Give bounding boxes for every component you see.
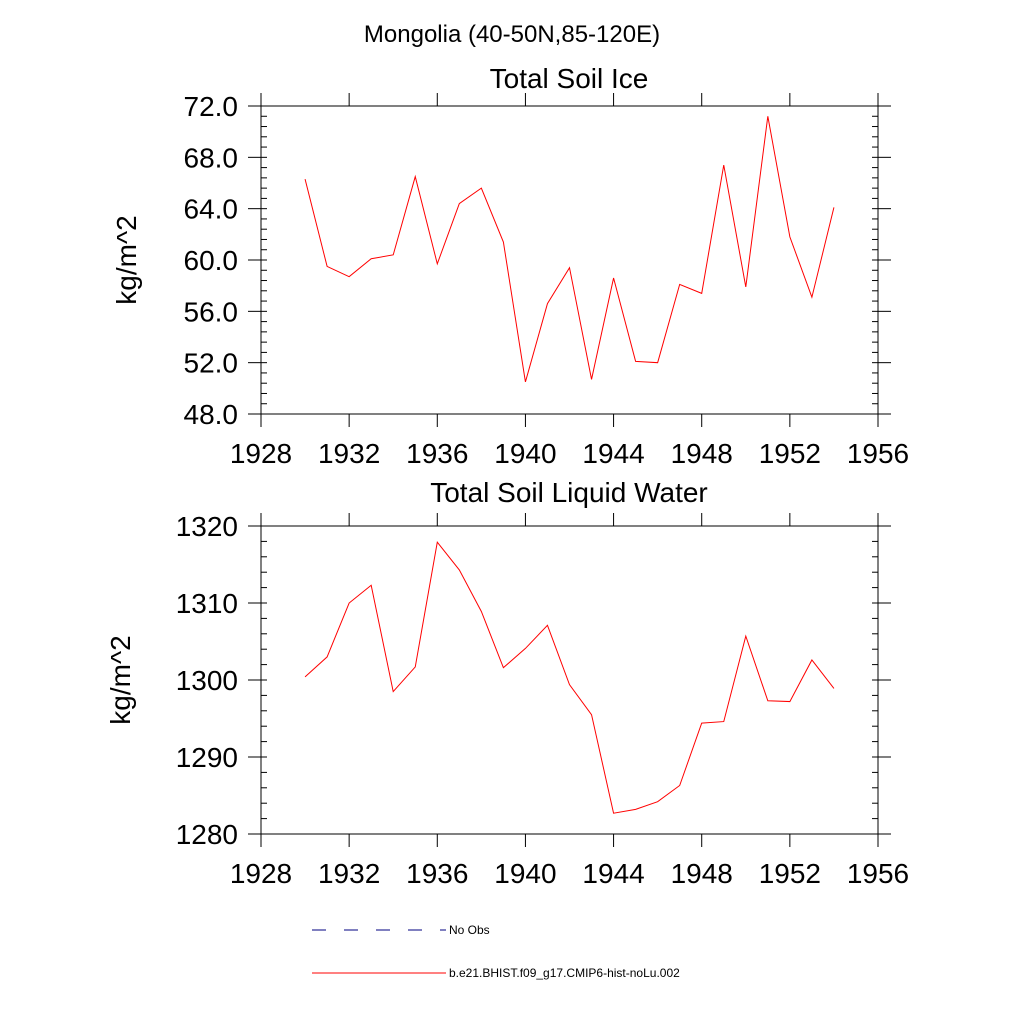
x-tick-label: 1944 bbox=[582, 438, 644, 469]
legend-label: No Obs bbox=[449, 923, 490, 937]
x-tick-label: 1956 bbox=[847, 858, 909, 889]
plot-area: 1928 1932 1936 1940 1944 1948 1952 1956 1280 1290… bbox=[176, 511, 909, 889]
legend-label: b.e21.BHIST.f09_g17.CMIP6-hist-noLu.002 bbox=[449, 966, 680, 980]
x-tick-label: 1940 bbox=[494, 858, 556, 889]
y-tick-label: 1290 bbox=[176, 742, 238, 773]
y-axis-label: kg/m^2 bbox=[105, 635, 136, 724]
y-axis-label: kg/m^2 bbox=[111, 215, 142, 304]
x-tick-label: 1936 bbox=[406, 438, 468, 469]
y-tick-label: 1280 bbox=[176, 819, 238, 850]
y-tick-label: 64.0 bbox=[184, 194, 239, 225]
x-tick-label: 1948 bbox=[671, 438, 733, 469]
series-line bbox=[304, 116, 835, 383]
x-tick-label: 1952 bbox=[759, 858, 821, 889]
x-tick-label: 1948 bbox=[671, 858, 733, 889]
legend: No Obs b.e21.BHIST.f09_g17.CMIP6-hist-no… bbox=[312, 923, 680, 980]
y-tick-label: 68.0 bbox=[184, 142, 239, 173]
chart-panel-soil-ice: Total Soil Ice kg/m^2 1928 1932 1936 1940 19… bbox=[111, 63, 909, 469]
x-tick-label: 1936 bbox=[406, 858, 468, 889]
plot-area: 1928 1932 1936 1940 1944 1948 1952 1956 48.0 52.0… bbox=[184, 91, 910, 469]
y-tick-label: 56.0 bbox=[184, 296, 239, 327]
y-tick-label: 60.0 bbox=[184, 245, 239, 276]
y-tick-label: 1320 bbox=[176, 511, 238, 542]
chart-title: Total Soil Ice bbox=[490, 63, 649, 94]
legend-entry-model: b.e21.BHIST.f09_g17.CMIP6-hist-noLu.002 bbox=[312, 966, 680, 980]
legend-entry-no-obs: No Obs bbox=[312, 923, 490, 937]
x-tick-label: 1952 bbox=[759, 438, 821, 469]
x-tick-label: 1932 bbox=[318, 438, 380, 469]
chart-panel-soil-liquid-water: Total Soil Liquid Water kg/m^2 1928 1932 1… bbox=[105, 477, 909, 889]
y-tick-label: 72.0 bbox=[184, 91, 239, 122]
y-tick-label: 52.0 bbox=[184, 348, 239, 379]
x-tick-label: 1956 bbox=[847, 438, 909, 469]
y-tick-label: 1310 bbox=[176, 588, 238, 619]
chart-title: Total Soil Liquid Water bbox=[430, 477, 708, 508]
x-tick-label: 1928 bbox=[230, 438, 292, 469]
figure-suptitle: Mongolia (40-50N,85-120E) bbox=[364, 21, 660, 48]
x-tick-label: 1928 bbox=[230, 858, 292, 889]
x-tick-label: 1932 bbox=[318, 858, 380, 889]
series-line bbox=[304, 540, 835, 814]
x-tick-label: 1944 bbox=[582, 858, 644, 889]
x-tick-label: 1940 bbox=[494, 438, 556, 469]
y-tick-label: 1300 bbox=[176, 665, 238, 696]
y-tick-label: 48.0 bbox=[184, 399, 239, 430]
